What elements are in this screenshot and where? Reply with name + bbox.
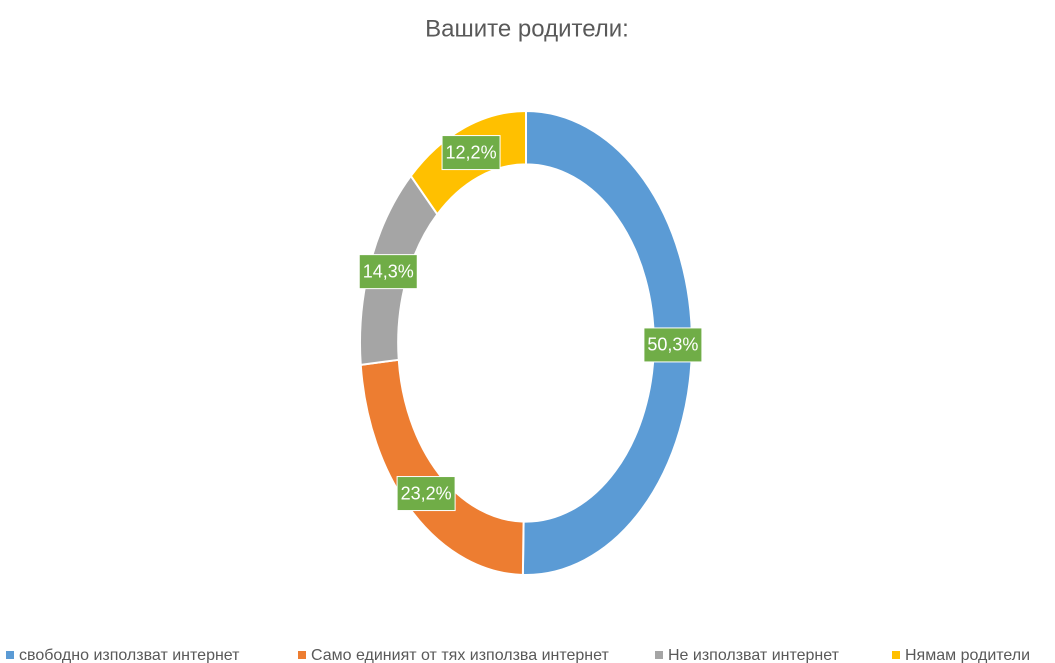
data-label-box xyxy=(396,476,456,512)
legend-label: Не използват интернет xyxy=(668,647,840,663)
data-label: 14,3% xyxy=(363,261,414,281)
legend-label: Нямам родители xyxy=(905,647,1030,663)
donut-segment xyxy=(359,358,525,576)
legend-marker xyxy=(6,651,14,659)
data-label: 12,2% xyxy=(446,142,497,162)
legend-marker xyxy=(892,651,900,659)
legend-marker xyxy=(298,651,306,659)
chart-title: Вашите родители: xyxy=(425,15,629,42)
data-label-box xyxy=(441,135,501,171)
data-label: 23,2% xyxy=(401,483,452,503)
data-label-box xyxy=(358,254,418,290)
legend-marker xyxy=(655,651,663,659)
legend-label: Само единият от тях използва интернет xyxy=(311,647,610,663)
donut-segment xyxy=(521,109,693,576)
legend-label: свободно използват интернет xyxy=(19,647,240,663)
data-label-box xyxy=(643,327,703,363)
data-label: 50,3% xyxy=(647,335,698,355)
